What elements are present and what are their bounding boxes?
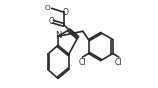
Text: O: O xyxy=(49,17,55,26)
Text: Cl: Cl xyxy=(79,58,86,67)
Text: O: O xyxy=(44,5,50,11)
Text: Cl: Cl xyxy=(115,58,123,67)
Text: N: N xyxy=(55,32,61,40)
Text: O: O xyxy=(62,8,68,17)
